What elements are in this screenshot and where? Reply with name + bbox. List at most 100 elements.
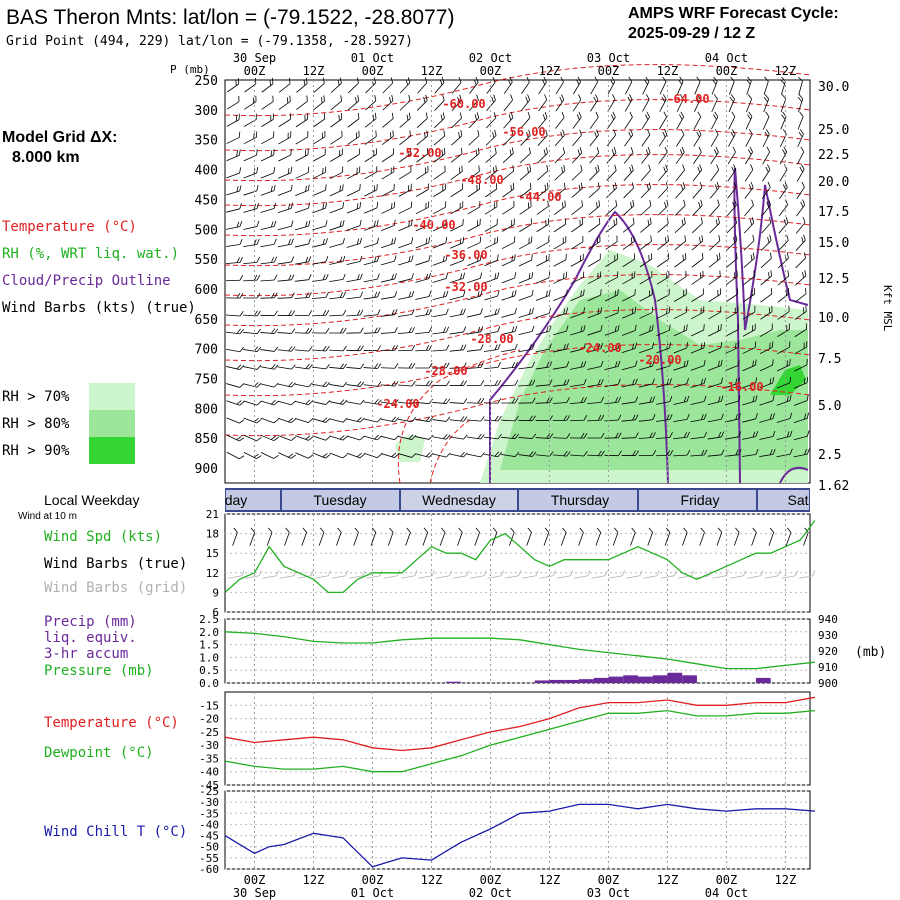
wind-barb-flag <box>786 325 788 331</box>
wind-barb <box>346 219 362 231</box>
wind-barb-shaft <box>554 188 566 198</box>
temperature-contour <box>224 344 811 397</box>
wind-barb <box>638 396 656 405</box>
wind-barb-shaft <box>638 383 653 388</box>
wind-barb <box>658 129 668 147</box>
wind-barb-shaft <box>484 313 498 318</box>
wind-barb <box>260 202 276 213</box>
wind-barb-flag <box>288 274 292 281</box>
wind-barb-flag <box>600 432 605 439</box>
grid-wind-barb <box>331 570 349 579</box>
wind-barb-shaft <box>466 419 481 422</box>
wind-barb <box>694 94 701 112</box>
grid-wind-barb-flag <box>345 570 349 576</box>
wind-barb-flag <box>256 167 259 174</box>
wind-barb <box>329 345 347 352</box>
wind-barb-flag <box>480 452 485 458</box>
wind-barb-flag <box>337 79 340 86</box>
pressure-tick-label: 550 <box>195 253 218 268</box>
wind-barb-flag <box>390 77 394 84</box>
wind-barb-flag <box>513 200 515 207</box>
wind-barb-flag <box>628 76 633 82</box>
wind-barb-flag <box>801 236 804 243</box>
wind-barb-flag <box>797 97 803 102</box>
wind-barb-shaft <box>364 207 378 214</box>
wind-barb-flag <box>290 454 296 459</box>
wind-barb-shaft <box>587 454 602 457</box>
wind-barb <box>294 292 312 299</box>
wind-barb-shaft <box>621 365 636 371</box>
wind-barb-shaft <box>483 366 499 370</box>
wind-barb-flag <box>477 433 482 439</box>
wind-barb-flag <box>767 164 771 170</box>
wind-barb <box>587 414 605 422</box>
wind-barb-flag <box>617 271 619 278</box>
surface-wind-barb-flag <box>441 527 446 533</box>
wind-barb-flag <box>581 218 584 225</box>
wind-barb <box>364 130 377 145</box>
wind-barb-flag <box>610 114 615 120</box>
wind-barb <box>742 323 756 337</box>
wind-barb-flag <box>806 394 809 401</box>
wind-barb-flag <box>784 181 788 188</box>
surface-wind-barb-flag <box>648 527 653 533</box>
wind-barb-flag <box>377 435 382 441</box>
wind-barb-flag <box>528 147 531 154</box>
wind-barb <box>673 449 691 457</box>
wind-barb-flag <box>669 431 673 438</box>
wind-barb <box>588 218 601 233</box>
wind-barb-shaft <box>693 116 702 130</box>
wind-barb-flag <box>342 454 348 459</box>
wind-barb-flag <box>480 272 483 279</box>
wind-barb <box>537 165 549 181</box>
wind-barb-shaft <box>467 170 480 181</box>
wind-barb-flag <box>411 291 415 297</box>
wind-barb-flag <box>308 400 314 406</box>
wind-barb-flag <box>647 146 651 153</box>
wind-barb <box>432 237 448 249</box>
wind-barb-shaft <box>501 384 516 387</box>
legend-cloud: Cloud/Precip Outline <box>2 273 171 289</box>
wind-barb <box>451 76 462 94</box>
wind-barb <box>277 435 296 441</box>
wind-barb <box>621 378 638 388</box>
wind-barb-shaft <box>535 402 550 404</box>
wind-barb-shaft <box>294 279 309 282</box>
wind-barb-shaft <box>398 207 412 214</box>
wind-barb <box>450 236 465 249</box>
wind-barb-flag <box>546 397 550 404</box>
wind-barb-shaft <box>277 208 292 213</box>
wind-barb-flag <box>460 344 464 351</box>
wind-barb <box>520 129 531 146</box>
wind-barb-flag <box>767 181 771 188</box>
pressure-line <box>224 631 815 670</box>
wind-barb <box>261 113 274 127</box>
wind-barb-shaft <box>432 349 447 352</box>
wind-barb <box>261 77 274 93</box>
wind-barb-flag <box>754 341 757 348</box>
wind-barb <box>243 292 261 299</box>
wind-barb-flag <box>545 220 547 226</box>
wind-barb-flag <box>632 217 635 224</box>
wind-barb-shaft <box>226 119 240 127</box>
wind-barb-shaft <box>520 117 531 129</box>
wind-barb-flag <box>630 129 634 136</box>
wind-barb <box>347 95 360 111</box>
wind-barb <box>776 448 793 458</box>
grid-wind-barb-shaft <box>625 575 640 579</box>
wind-barb-flag <box>733 164 737 170</box>
wind-barb <box>588 235 601 250</box>
grid-wind-barb-flag <box>414 570 418 576</box>
wind-barb <box>742 377 758 389</box>
wind-barb-shaft <box>536 241 549 250</box>
wind-barb <box>484 236 499 249</box>
wind-barb <box>589 129 599 147</box>
wind-barb-shaft <box>570 366 584 370</box>
wind-barb-shaft <box>742 329 756 337</box>
wind-barb-shaft <box>312 189 326 197</box>
wind-barb-flag <box>765 111 770 117</box>
wind-barb-flag <box>683 325 685 332</box>
wind-barb-flag <box>528 308 532 315</box>
wind-barb-flag <box>462 201 464 208</box>
wind-barb <box>725 377 741 389</box>
